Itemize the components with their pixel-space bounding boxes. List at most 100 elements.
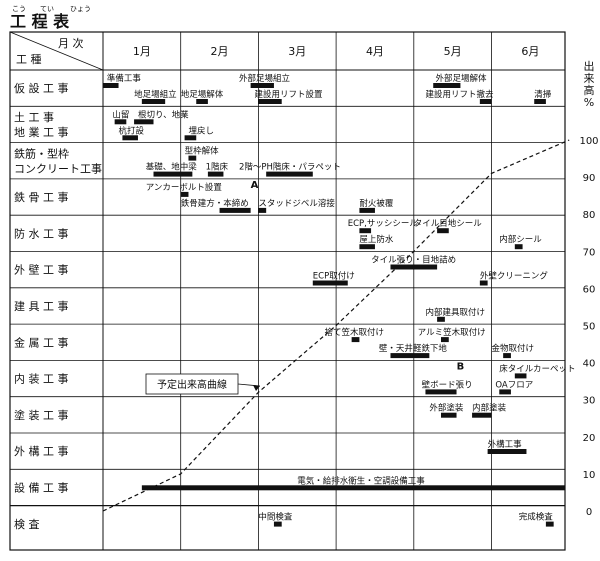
category-label: 鉄筋・型枠 [14,146,69,160]
category-label: 金 属 工 事 [14,335,69,349]
task-label: アンカーボルト設置 [146,182,223,193]
category-label: 防 水 工 事 [14,226,69,240]
task-label: 地足場組立 [134,89,177,100]
rate-tick-label: 100 [579,136,598,147]
task-bar [440,337,449,343]
task-label: 山留 [112,109,129,120]
task-bar [390,353,430,359]
task-bar [266,171,313,177]
task-label: 中間検査 [258,512,293,523]
task-bar [425,389,457,395]
task-label: 壁ボード張り [422,379,473,390]
task-bar [351,337,360,343]
title-ruby-3: ひょう [70,5,91,13]
rate-tick-label: 40 [583,359,596,370]
task-bar [514,244,523,250]
marker-label: A [251,180,259,191]
task-label: 電気・給排水衛生・空調設備工事 [297,475,425,486]
task-bar [134,119,154,125]
task-bar [250,83,274,88]
rate-tick-label: 60 [583,284,596,295]
task-bar [359,244,375,250]
task-bar [440,412,457,418]
task-label: 1階床 [206,162,229,173]
task-bar [359,228,372,234]
task-label: 耐火被覆 [359,198,394,209]
header-category-label: 工 種 [16,52,42,66]
month-label: 6月 [521,45,539,58]
task-label: 外壁クリーニング [480,271,549,282]
task-label: 型枠解体 [185,146,220,157]
task-bar [487,449,527,454]
category-label: 土 工 事 [14,111,54,124]
rate-tick-label: 50 [583,322,596,333]
grid [10,32,565,550]
category-label: 内 装 工 事 [14,372,69,386]
task-bar [545,521,554,527]
task-bar [479,280,488,286]
task-label: 外部足場解体 [436,73,488,84]
category-label: 塗 装 工 事 [14,408,69,422]
task-bar [153,171,193,177]
task-label: 杭打設 [119,125,145,136]
task-bar [258,207,267,213]
header-months-label: 月 次 [58,36,84,50]
task-label: 基礎、地中梁 [146,162,198,173]
task-bar [437,228,449,234]
task-label: アルミ笠木取付け [418,327,486,338]
task-bar [433,83,461,88]
task-bar [390,264,438,270]
page-title: 工 程 表 [10,12,70,31]
marker-label: B [457,361,465,372]
task-label: 建設用リフト撤去 [425,89,494,100]
task-label: 壁・天井軽鉄下地 [379,343,448,354]
task-bar [180,191,189,197]
month-label: 1月 [133,45,151,58]
s-curve-pointer-head [253,385,260,391]
month-label: 4月 [366,45,384,58]
category-label: 鉄 骨 工 事 [14,190,69,204]
category-label: 地 業 工 事 [14,126,69,139]
task-bar [207,171,224,177]
task-bar [503,353,511,359]
task-bar [103,83,119,88]
task-bar [141,485,566,491]
task-label: スタッドジベル溶接 [258,198,335,209]
task-label: 建設用リフト設置 [255,89,324,100]
task-bar [359,207,375,213]
task-label: 内部シール [499,234,542,245]
header-diagonal [9,31,104,71]
table-frame [9,31,566,551]
s-curve-label: 予定出来高曲線 [157,378,227,391]
task-label: 捨て笠木取付け [324,327,384,338]
task-bar [273,521,282,527]
task-label: 2階～PH階床・パラペット [239,162,341,173]
month-label: 5月 [444,45,462,58]
task-bar [437,316,445,322]
task-label: 地足場解体 [181,89,224,100]
category-label: コンクリート工事 [14,162,102,175]
task-label: ECP,サッシシール [348,219,419,229]
category-label: 外 構 工 事 [14,445,69,458]
task-bar [219,207,251,213]
task-label: 鉄骨建方・本締め [181,198,249,209]
rate-axis-label: 出来高% [584,59,595,109]
task-bar [196,99,208,104]
task-bar [114,119,127,125]
category-label: 仮 設 工 事 [14,81,69,95]
task-label: 外部塗装 [429,403,464,414]
task-label: 屋上防水 [359,234,394,245]
task-bar [499,389,511,395]
rate-tick-label: 0 [586,507,592,518]
task-label: 内部建具取付け [425,307,485,318]
task-label: 清掃 [534,89,552,100]
title-ruby-1: こう [12,5,26,13]
month-labels: 1月 2月 3月 4月 5月 6月 [133,45,539,58]
task-label: OAフロア [495,380,533,390]
rate-tick-label: 70 [583,247,596,258]
task-bar [122,135,138,141]
task-bar [188,155,197,161]
